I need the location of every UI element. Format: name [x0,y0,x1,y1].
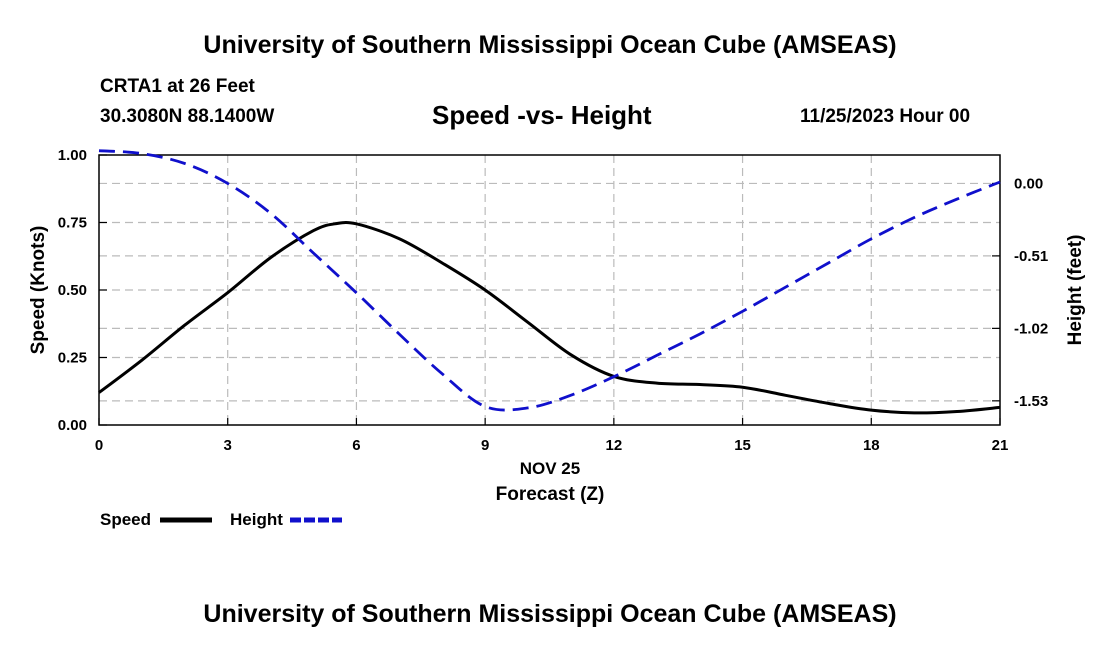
x-axis-label: Forecast (Z) [496,484,605,505]
y-right-tick-label: -0.51 [1014,248,1048,265]
coordinates-label: 30.3080N 88.1400W [100,106,275,127]
datetime-label: 11/25/2023 Hour 00 [800,106,971,127]
y-right-tick-label: 0.00 [1014,175,1043,192]
y-left-tick-label: 0.75 [58,215,87,232]
x-tick-label: 3 [224,437,232,454]
station-label: CRTA1 at 26 Feet [100,76,255,97]
y-left-tick-label: 0.00 [58,417,87,434]
height-series-line [98,149,1001,412]
x-tick-label: 6 [352,437,360,454]
speed-series-line [98,220,1001,415]
y-right-tick-label: -1.02 [1014,320,1048,337]
footer-title: University of Southern Mississippi Ocean… [203,600,897,628]
x-tick-label: 15 [734,437,751,454]
y-left-tick-label: 0.25 [58,350,87,367]
x-tick-label: 18 [863,437,880,454]
x-axis-date: NOV 25 [520,459,580,478]
x-tick-label: 21 [992,437,1009,454]
x-tick-label: 9 [481,437,489,454]
x-tick-label: 12 [606,437,623,454]
main-title: University of Southern Mississippi Ocean… [203,31,897,59]
y-axis-left-label: Speed (Knots) [28,226,49,355]
chart-title: Speed -vs- Height [432,100,652,130]
y-axis-right-label: Height (feet) [1065,235,1086,346]
x-tick-label: 0 [95,437,103,454]
y-left-tick-label: 1.00 [58,147,87,164]
y-right-tick-label: -1.53 [1014,393,1048,410]
legend: Speed Height [100,510,342,529]
y-left-tick-label: 0.50 [58,282,87,299]
legend-speed-label: Speed [100,510,151,529]
legend-height-label: Height [230,510,283,529]
